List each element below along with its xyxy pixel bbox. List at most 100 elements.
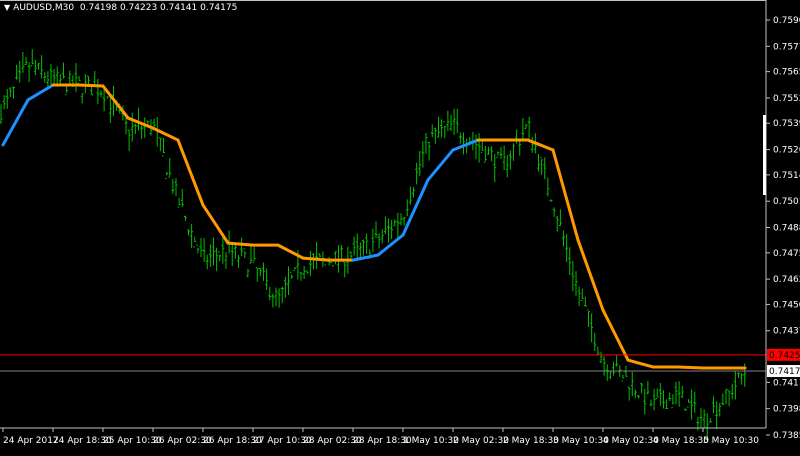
x-tick-label: 24 Apr 2017 [3,436,59,446]
price-bar [599,351,603,364]
price-bar [352,236,356,256]
price-bar [508,150,512,170]
x-tick-label: 2 May 02:30 [453,436,509,446]
price-bar [693,391,697,413]
price-bar [621,374,625,382]
price-bar [268,286,272,301]
price-bar [183,215,187,221]
price-bar [165,171,169,179]
price-bar [96,78,100,104]
price-bar [193,236,197,248]
price-bar [230,244,234,266]
moving-average-line [1,83,747,370]
x-tick-label: 28 Apr 18:30 [353,436,412,446]
price-bar [558,209,562,227]
price-bar [74,63,78,92]
price-bar [705,413,709,441]
price-bar [562,230,565,247]
price-bar [246,268,250,278]
price-bar [240,237,244,257]
price-bar [355,233,359,259]
price-bar [133,123,137,134]
price-bar [124,117,128,135]
price-bar [652,388,656,411]
price-bar [458,132,462,144]
ma-segment [126,116,155,130]
price-bar [440,119,444,138]
price-bar [243,248,247,259]
price-bar [224,252,228,270]
price-bar [308,251,312,276]
price-bar [427,141,431,161]
price-bar [677,381,681,407]
price-bar [612,361,615,376]
price-bar [340,245,344,259]
price-bar [577,286,581,307]
price-bar [699,408,703,429]
y-tick-label: 0.74504 [773,300,800,310]
price-bar [305,270,309,274]
price-bar [421,141,425,168]
price-bar [615,354,619,367]
y-tick-label: 0.75524 [773,94,800,104]
price-bar [662,390,665,409]
x-tick-label: 2 May 18:30 [503,436,559,446]
price-bar [674,381,678,405]
price-bar [415,162,419,185]
scroll-indicator[interactable] [763,115,766,195]
price-bar [58,74,62,86]
price-bar [233,243,237,259]
price-bar [40,55,44,79]
x-tick-label: 3 May 10:30 [553,436,609,446]
price-bar [318,253,322,258]
price-bar [362,239,365,256]
triangle-down-icon[interactable]: ▼ [4,3,11,12]
price-bar [702,409,706,429]
price-bar [271,293,275,308]
price-bar [180,188,184,208]
ma-segment [201,203,230,245]
ma-segment [101,84,130,120]
price-bar [424,132,428,154]
y-tick-label: 0.75654 [773,68,800,78]
ma-segment [526,138,555,152]
ma-segment [601,308,630,362]
price-bar [199,237,203,258]
ma-segment [676,365,705,370]
price-bar [377,233,381,249]
price-bar [490,146,494,162]
price-bar [496,151,500,158]
price-bar [527,116,531,139]
price-bar [633,389,637,399]
price-bar [196,244,200,254]
price-bar [627,386,631,401]
price-bar [390,219,394,240]
price-bar [212,237,215,266]
price-bar [302,266,306,280]
price-bar [680,385,684,399]
price-bar [574,271,578,297]
price-bar [171,179,175,194]
price-bar [8,87,12,98]
price-bar [690,389,694,420]
x-tick-label: 24 Apr 18:30 [53,436,112,446]
price-bar [249,245,253,264]
price-bar [37,62,40,70]
price-bar [299,272,303,281]
price-bar [405,199,409,217]
alert-price-badge-bg [767,348,800,361]
price-bar [512,140,515,161]
price-bar [343,262,347,278]
price-bar [27,62,31,83]
price-bar [152,118,156,127]
alert-price-badge: 0.74255 [767,348,800,361]
price-bar [708,418,712,423]
x-tick-label: 26 Apr 18:30 [203,436,262,446]
price-bar [102,87,106,112]
price-bar [571,260,575,292]
price-bar [483,145,487,163]
price-bar [387,218,390,243]
price-bar [333,251,337,265]
price-bar [2,95,6,110]
